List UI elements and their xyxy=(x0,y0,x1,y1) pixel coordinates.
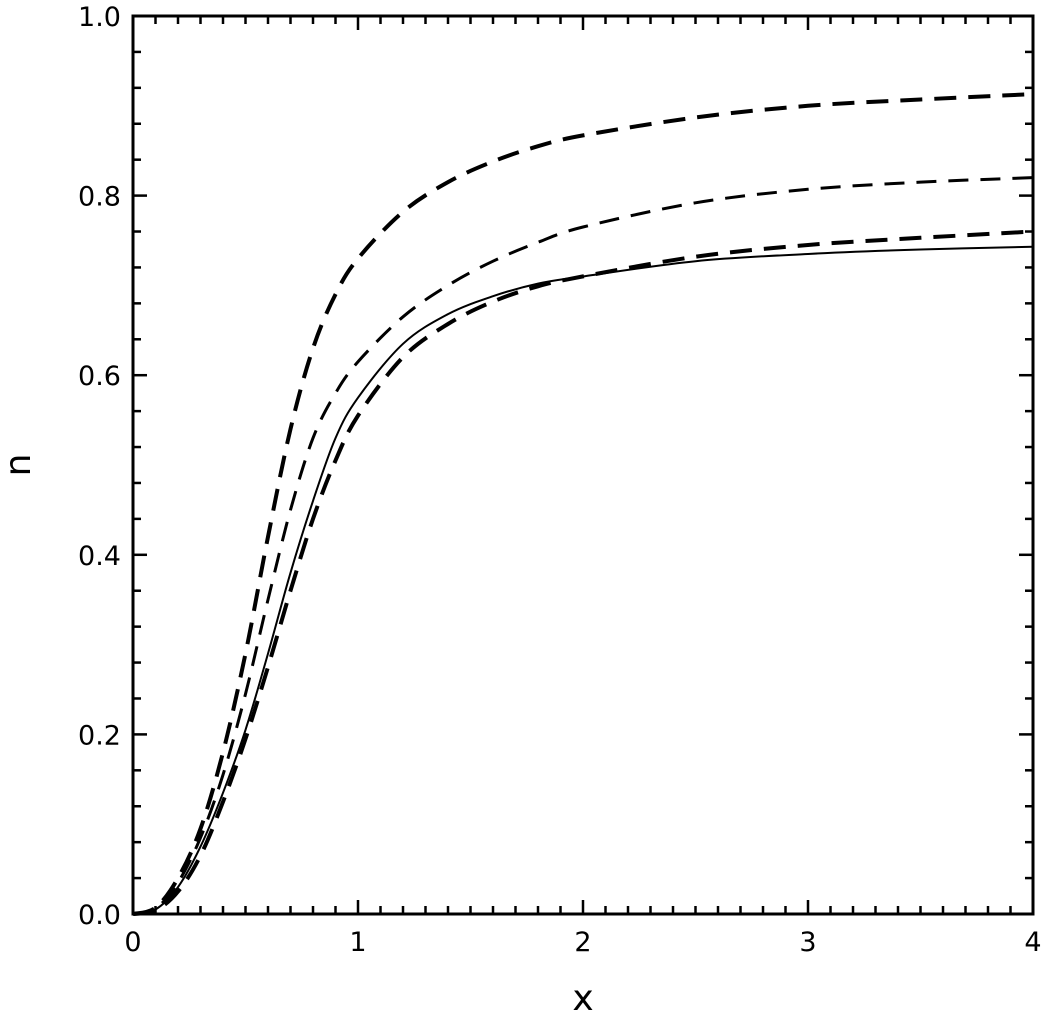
series-line-4 xyxy=(132,92,1034,916)
series-line-3 xyxy=(132,176,1034,916)
y-tick-label: 0.2 xyxy=(78,720,121,751)
y-tick-label: 0.4 xyxy=(78,541,121,572)
plot-frame xyxy=(131,14,1035,916)
y-tick-label: 0.6 xyxy=(78,361,121,392)
y-tick-label: 1.0 xyxy=(78,2,121,33)
y-tick-label: 0.8 xyxy=(78,182,121,213)
series-line-2 xyxy=(132,229,1034,916)
axis-ticks xyxy=(131,14,1035,916)
tick-labels: 0 1 2 3 4 0.0 0.2 0.4 0.6 0.8 1.0 xyxy=(78,2,1042,958)
x-tick-label: 2 xyxy=(574,927,591,958)
x-axis-title: x xyxy=(572,978,593,1015)
x-tick-label: 0 xyxy=(124,927,141,958)
x-tick-label: 4 xyxy=(1024,927,1041,958)
y-tick-label: 0.0 xyxy=(78,900,121,931)
series-line-1 xyxy=(132,245,1034,915)
y-axis-title: n xyxy=(0,454,39,477)
x-tick-label: 1 xyxy=(349,927,366,958)
series-layer xyxy=(132,92,1034,916)
x-tick-label: 3 xyxy=(799,927,816,958)
